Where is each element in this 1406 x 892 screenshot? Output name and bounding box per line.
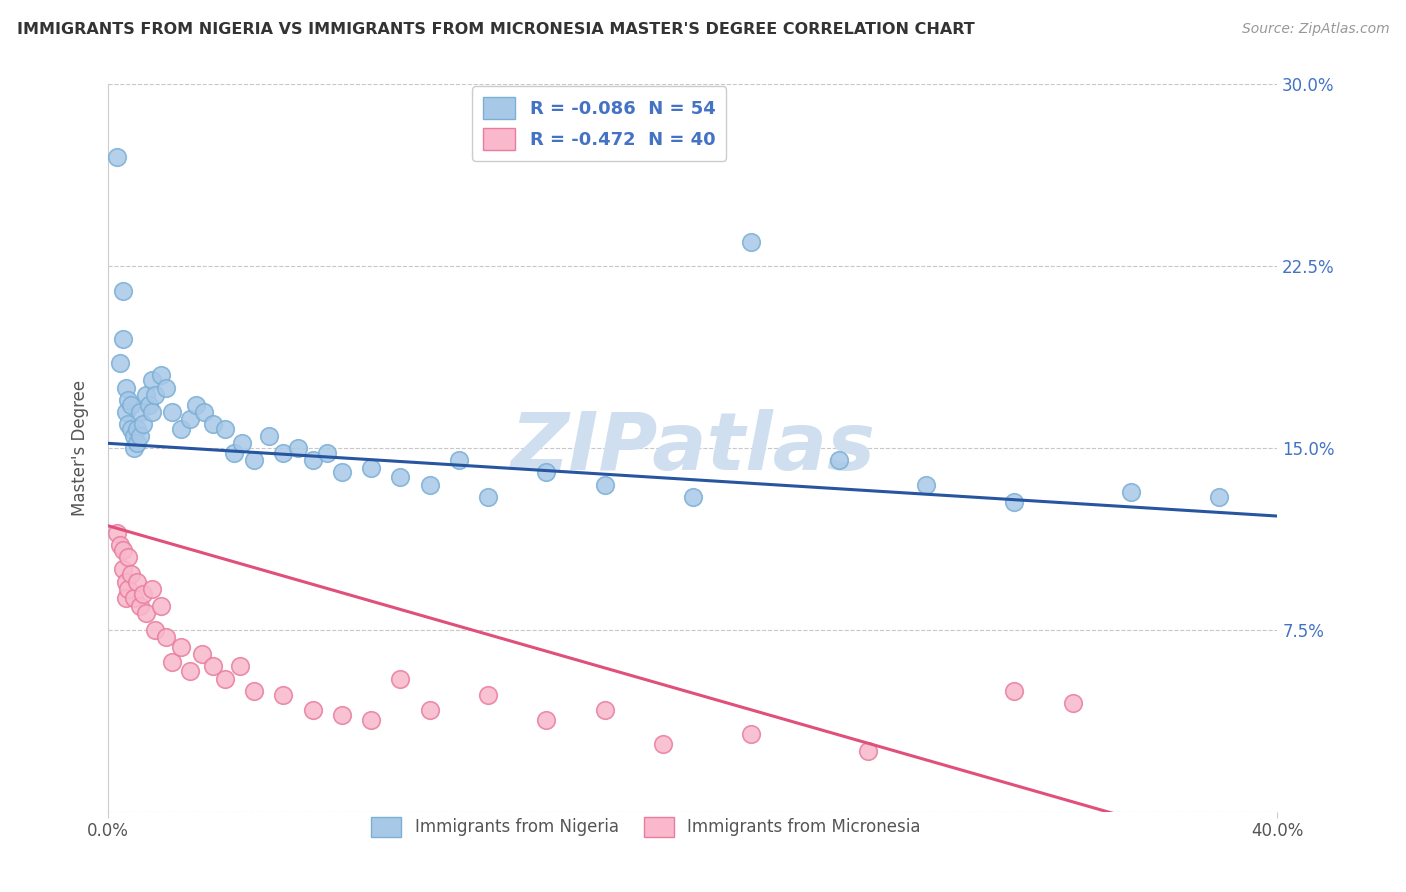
Point [135, 606, 157, 620]
Point [740, 235, 762, 249]
Point [124, 441, 146, 455]
Point [155, 630, 177, 644]
Point [129, 405, 152, 419]
Point [120, 422, 142, 436]
Point [1119, 484, 1142, 499]
Point [138, 397, 160, 411]
Point [179, 412, 201, 426]
Point [222, 446, 245, 460]
Point [111, 543, 134, 558]
Point [202, 417, 225, 431]
Point [162, 405, 184, 419]
Point [114, 574, 136, 589]
Point [330, 707, 353, 722]
Point [124, 429, 146, 443]
Point [117, 417, 139, 431]
Point [114, 591, 136, 606]
Point [214, 422, 236, 436]
Point [124, 591, 146, 606]
Point [477, 490, 499, 504]
Point [1002, 683, 1025, 698]
Point [105, 150, 128, 164]
Point [447, 453, 470, 467]
Point [477, 689, 499, 703]
Point [117, 392, 139, 407]
Point [162, 655, 184, 669]
Point [360, 460, 382, 475]
Point [593, 703, 616, 717]
Point [856, 744, 879, 758]
Point [1062, 696, 1084, 710]
Point [360, 713, 382, 727]
Point [301, 453, 323, 467]
Point [170, 422, 193, 436]
Point [108, 538, 131, 552]
Point [1002, 494, 1025, 508]
Point [214, 672, 236, 686]
Point [127, 574, 149, 589]
Text: ZIPatlas: ZIPatlas [510, 409, 875, 487]
Point [301, 703, 323, 717]
Point [273, 446, 295, 460]
Point [105, 526, 128, 541]
Point [149, 599, 172, 613]
Point [243, 683, 266, 698]
Point [316, 446, 339, 460]
Point [389, 470, 412, 484]
Point [143, 623, 166, 637]
Point [108, 356, 131, 370]
Point [828, 453, 851, 467]
Point [257, 429, 280, 443]
Point [149, 368, 172, 383]
Point [179, 665, 201, 679]
Point [273, 689, 295, 703]
Point [1208, 490, 1230, 504]
Point [135, 388, 157, 402]
Point [202, 659, 225, 673]
Point [114, 405, 136, 419]
Point [536, 713, 558, 727]
Point [132, 587, 155, 601]
Point [132, 417, 155, 431]
Point [682, 490, 704, 504]
Point [127, 436, 149, 450]
Point [915, 477, 938, 491]
Point [111, 332, 134, 346]
Point [170, 640, 193, 654]
Point [243, 453, 266, 467]
Point [129, 599, 152, 613]
Point [740, 727, 762, 741]
Y-axis label: Master's Degree: Master's Degree [72, 380, 89, 516]
Legend: Immigrants from Nigeria, Immigrants from Micronesia: Immigrants from Nigeria, Immigrants from… [364, 810, 927, 844]
Point [141, 405, 163, 419]
Point [652, 737, 675, 751]
Point [419, 477, 441, 491]
Point [287, 441, 309, 455]
Point [193, 405, 215, 419]
Point [155, 380, 177, 394]
Text: IMMIGRANTS FROM NIGERIA VS IMMIGRANTS FROM MICRONESIA MASTER'S DEGREE CORRELATIO: IMMIGRANTS FROM NIGERIA VS IMMIGRANTS FR… [17, 22, 974, 37]
Point [111, 562, 134, 576]
Point [120, 567, 142, 582]
Point [111, 284, 134, 298]
Point [117, 550, 139, 565]
Point [330, 466, 353, 480]
Text: Source: ZipAtlas.com: Source: ZipAtlas.com [1241, 22, 1389, 37]
Point [117, 582, 139, 596]
Point [231, 436, 253, 450]
Point [141, 373, 163, 387]
Point [228, 659, 250, 673]
Point [593, 477, 616, 491]
Point [536, 466, 558, 480]
Point [190, 647, 212, 661]
Point [127, 422, 149, 436]
Point [389, 672, 412, 686]
Point [114, 380, 136, 394]
Point [120, 397, 142, 411]
Point [419, 703, 441, 717]
Point [141, 582, 163, 596]
Point [129, 429, 152, 443]
Point [184, 397, 207, 411]
Point [143, 388, 166, 402]
